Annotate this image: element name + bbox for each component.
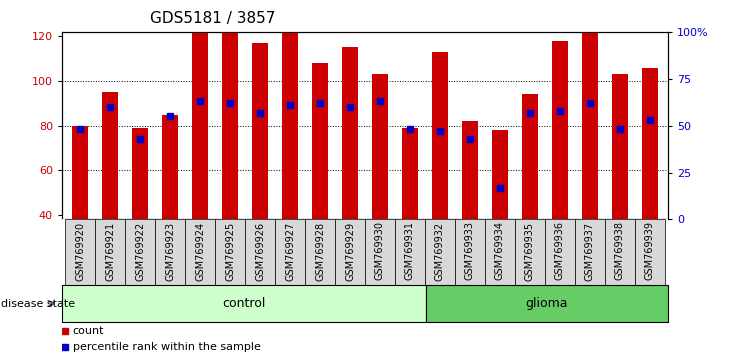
Point bbox=[224, 100, 236, 106]
Bar bbox=[605, 219, 635, 285]
Point bbox=[434, 129, 446, 134]
Bar bbox=[402, 128, 418, 219]
Bar bbox=[275, 219, 305, 285]
Bar bbox=[552, 41, 568, 219]
Text: GSM769928: GSM769928 bbox=[315, 222, 325, 281]
Bar bbox=[431, 52, 448, 219]
Point bbox=[104, 104, 116, 110]
Text: GSM769937: GSM769937 bbox=[585, 222, 595, 281]
Bar bbox=[245, 219, 275, 285]
Text: GSM769929: GSM769929 bbox=[345, 222, 355, 281]
Bar bbox=[612, 74, 629, 219]
Text: GSM769935: GSM769935 bbox=[525, 222, 535, 281]
Bar bbox=[545, 219, 575, 285]
Point bbox=[59, 328, 71, 334]
Text: glioma: glioma bbox=[526, 297, 568, 310]
Text: control: control bbox=[222, 297, 266, 310]
Bar bbox=[426, 285, 668, 322]
Bar bbox=[342, 47, 358, 219]
Bar bbox=[365, 219, 395, 285]
Point bbox=[74, 127, 86, 132]
Text: GSM769930: GSM769930 bbox=[375, 222, 385, 280]
Point bbox=[59, 344, 71, 350]
Text: GDS5181 / 3857: GDS5181 / 3857 bbox=[150, 11, 275, 25]
Text: GSM769921: GSM769921 bbox=[105, 222, 115, 281]
Point bbox=[614, 127, 626, 132]
Bar bbox=[222, 0, 238, 219]
Text: GSM769925: GSM769925 bbox=[225, 222, 235, 281]
Bar bbox=[492, 130, 508, 219]
Bar bbox=[425, 219, 455, 285]
Bar bbox=[582, 0, 598, 219]
Bar bbox=[95, 219, 125, 285]
Point bbox=[194, 98, 206, 104]
Bar bbox=[635, 219, 665, 285]
Text: GSM769924: GSM769924 bbox=[195, 222, 205, 281]
Bar bbox=[155, 219, 185, 285]
Bar bbox=[305, 219, 335, 285]
Bar bbox=[192, 0, 208, 219]
Point bbox=[524, 110, 536, 115]
Bar bbox=[185, 219, 215, 285]
Point bbox=[284, 102, 296, 108]
Text: GSM769932: GSM769932 bbox=[435, 222, 445, 281]
Bar bbox=[62, 285, 426, 322]
Bar bbox=[162, 114, 178, 219]
Point bbox=[344, 104, 356, 110]
Bar bbox=[65, 219, 95, 285]
Point bbox=[494, 185, 506, 190]
Point bbox=[164, 113, 176, 119]
Text: GSM769933: GSM769933 bbox=[465, 222, 475, 280]
Bar bbox=[462, 121, 478, 219]
Point bbox=[644, 117, 656, 123]
Text: GSM769931: GSM769931 bbox=[405, 222, 415, 280]
Text: GSM769938: GSM769938 bbox=[615, 222, 625, 280]
Text: GSM769927: GSM769927 bbox=[285, 222, 295, 281]
Point bbox=[584, 100, 596, 106]
Bar bbox=[252, 43, 268, 219]
Point bbox=[554, 108, 566, 114]
Bar bbox=[522, 95, 538, 219]
Text: GSM769923: GSM769923 bbox=[165, 222, 175, 281]
Text: GSM769934: GSM769934 bbox=[495, 222, 505, 280]
Point bbox=[254, 110, 266, 115]
Text: GSM769920: GSM769920 bbox=[75, 222, 85, 281]
Bar bbox=[575, 219, 605, 285]
Bar bbox=[282, 7, 299, 219]
Bar bbox=[642, 68, 658, 219]
Point bbox=[134, 136, 146, 142]
Text: GSM769926: GSM769926 bbox=[255, 222, 265, 281]
Text: GSM769939: GSM769939 bbox=[645, 222, 655, 280]
Bar bbox=[485, 219, 515, 285]
Bar bbox=[312, 63, 328, 219]
Point bbox=[464, 136, 476, 142]
Text: count: count bbox=[73, 326, 104, 336]
Bar bbox=[335, 219, 365, 285]
Bar bbox=[395, 219, 425, 285]
Bar bbox=[515, 219, 545, 285]
Point bbox=[374, 98, 386, 104]
Bar bbox=[455, 219, 485, 285]
Point bbox=[404, 127, 416, 132]
Text: percentile rank within the sample: percentile rank within the sample bbox=[73, 342, 261, 352]
Bar bbox=[372, 74, 388, 219]
Bar bbox=[215, 219, 245, 285]
Text: GSM769936: GSM769936 bbox=[555, 222, 565, 280]
Text: GSM769922: GSM769922 bbox=[135, 222, 145, 281]
Bar bbox=[72, 126, 88, 219]
Bar bbox=[101, 92, 118, 219]
Text: disease state: disease state bbox=[1, 298, 75, 309]
Bar bbox=[132, 128, 148, 219]
Point bbox=[314, 100, 326, 106]
Bar bbox=[125, 219, 155, 285]
